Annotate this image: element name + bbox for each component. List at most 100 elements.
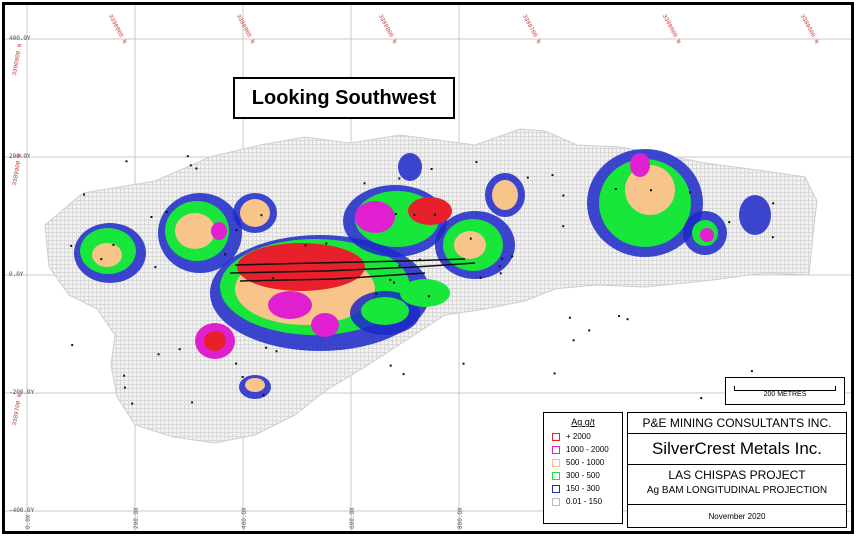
view-direction-label: Looking Southwest [233, 77, 455, 119]
drill-intercept-dot [700, 397, 703, 400]
drill-intercept-dot [475, 161, 478, 163]
scale-label: 200 METRES [763, 391, 807, 398]
drill-intercept-dot [572, 339, 575, 342]
drill-intercept-dot [626, 318, 629, 321]
easting-label: 200.0X [133, 507, 140, 529]
structure-traces [229, 258, 476, 282]
drill-intercept-dot [265, 346, 268, 349]
drill-intercept-dot [363, 182, 366, 185]
drill-intercept-dot [375, 292, 378, 295]
drill-intercept-dot [186, 155, 189, 158]
grade-zones [74, 149, 771, 399]
drill-intercept-dot [131, 402, 134, 405]
elevation-label: 0.0Y [9, 271, 24, 278]
drill-intercept-dot [189, 164, 192, 167]
legend-swatch [552, 445, 560, 454]
drill-intercept-dot [402, 373, 405, 376]
drill-intercept-dot [241, 376, 244, 378]
drill-intercept-dot [430, 168, 433, 170]
drill-intercept-dot [750, 370, 753, 373]
drill-intercept-dot [469, 237, 472, 240]
drill-intercept-dot [614, 188, 617, 190]
easting-label: 0.0X [25, 514, 32, 529]
drill-intercept-dot [462, 362, 465, 365]
projection-name: Ag BAM LONGITUDINAL PROJECTION [646, 485, 828, 496]
drill-intercept-dot [325, 242, 328, 245]
legend-label: 300 - 500 [566, 471, 600, 480]
elevation-label: 400.0Y [9, 35, 31, 42]
legend-swatch [552, 497, 560, 506]
elevation-label: 200.0Y [9, 153, 31, 160]
drill-intercept-dot [398, 177, 401, 180]
drill-intercept-dot [125, 160, 128, 163]
legend-label: 500 - 1000 [566, 458, 605, 467]
block-model-map [5, 5, 851, 531]
legend-label: 1000 - 2000 [566, 445, 609, 454]
elevation-label: -400.0Y [9, 507, 35, 514]
drill-intercept-dot [195, 167, 198, 170]
easting-label: 400.0X [241, 507, 248, 529]
drill-intercept-dot [304, 244, 307, 247]
scale-bar-box: 200 METRES [725, 377, 845, 405]
drill-intercept-dot [526, 176, 529, 179]
drill-intercept-dot [499, 272, 502, 275]
drill-intercept-dot [123, 374, 126, 377]
elevation-label: -200.0Y [9, 389, 35, 396]
drill-intercept-dot [112, 243, 115, 246]
drill-intercept-dot [178, 348, 181, 351]
drill-intercept-dot [165, 211, 168, 213]
project-name: LAS CHISPAS PROJECT [668, 468, 806, 482]
consultant-name: P&E MINING CONSULTANTS INC. [628, 413, 846, 434]
drill-intercept-dot [568, 316, 571, 319]
legend-swatch [552, 458, 560, 467]
drill-intercept-dot [393, 281, 395, 284]
drill-intercept-dot [650, 189, 652, 192]
legend-label: 150 - 300 [566, 484, 600, 493]
drill-intercept-dot [588, 329, 591, 332]
legend-swatch [552, 484, 560, 493]
drill-intercept-dot [235, 362, 238, 365]
legend-item: 500 - 1000 [544, 456, 622, 469]
drill-intercept-dot [433, 213, 436, 216]
drill-intercept-dot [772, 202, 775, 205]
drill-intercept-dot [771, 236, 774, 239]
drill-intercept-dot [551, 174, 554, 177]
drill-intercept-dot [501, 257, 504, 260]
drill-intercept-dot [389, 278, 392, 281]
drill-intercept-dot [260, 214, 263, 217]
legend-item: 300 - 500 [544, 469, 622, 482]
legend-label: + 2000 [566, 432, 591, 441]
drill-intercept-dot [262, 394, 265, 397]
scale-bar [734, 386, 836, 391]
drill-intercept-dot [498, 265, 501, 268]
drill-intercept-dot [224, 253, 227, 256]
drill-intercept-dot [123, 386, 126, 389]
drill-intercept-dot [191, 401, 194, 404]
drill-intercept-dot [398, 264, 401, 267]
drill-intercept-dot [728, 221, 731, 224]
drill-intercept-dot [413, 214, 416, 216]
drill-intercept-dot [553, 372, 556, 375]
map-date: November 2020 [708, 512, 766, 521]
drill-intercept-dot [618, 315, 621, 318]
drill-intercept-dot [271, 277, 274, 280]
grade-legend: Ag g/t + 2000 1000 - 2000 500 - 1000 300… [543, 412, 623, 524]
legend-title: Ag g/t [571, 417, 595, 427]
legend-item: 1000 - 2000 [544, 443, 622, 456]
drill-intercept-dot [235, 229, 238, 231]
drill-intercept-dot [150, 216, 153, 218]
drill-intercept-dot [562, 194, 565, 197]
drill-intercept-dot [70, 244, 73, 247]
drill-intercept-dot [394, 213, 397, 216]
legend-item: 150 - 300 [544, 482, 622, 495]
drill-intercept-dot [154, 266, 157, 269]
legend-label: 0.01 - 150 [566, 497, 603, 506]
company-name: SilverCrest Metals Inc. [628, 434, 846, 465]
drill-intercept-dot [479, 276, 482, 279]
easting-label: 600.0X [349, 507, 356, 529]
easting-label: 800.0X [457, 507, 464, 529]
drill-intercept-dot [389, 364, 392, 367]
title-block: P&E MINING CONSULTANTS INC. SilverCrest … [627, 412, 847, 528]
drill-intercept-dot [100, 258, 103, 261]
